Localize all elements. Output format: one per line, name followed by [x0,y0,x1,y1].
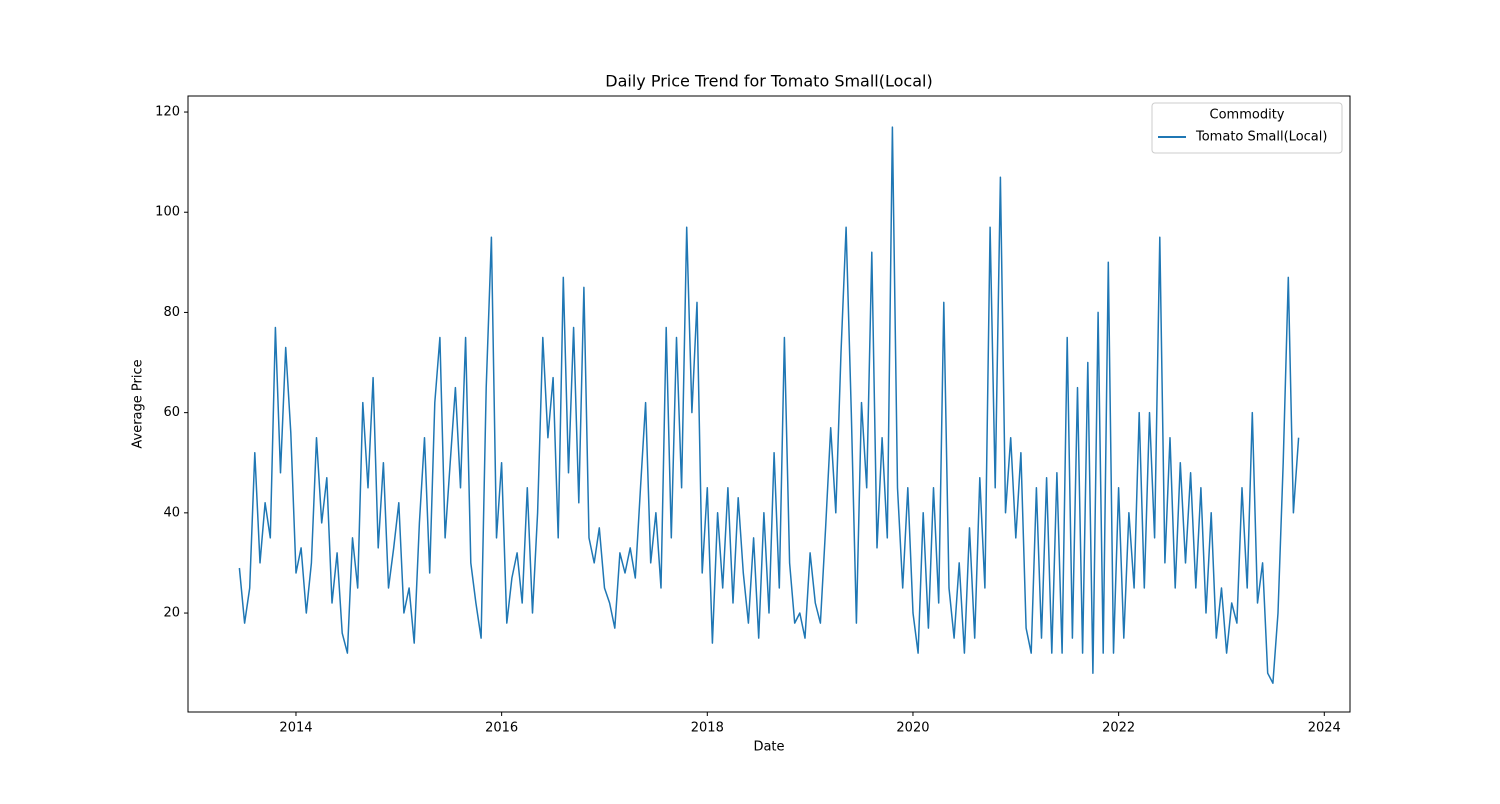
y-tick-label: 100 [155,205,180,220]
x-tick-label: 2024 [1308,721,1341,736]
x-tick-label: 2016 [485,721,518,736]
y-tick-label: 80 [163,305,180,320]
y-tick-label: 20 [163,606,180,621]
y-tick-label: 60 [163,405,180,420]
y-tick-label: 40 [163,505,180,520]
price-line [238,126,1300,684]
x-tick-label: 2022 [1102,721,1135,736]
chart-title: Daily Price Trend for Tomato Small(Local… [605,72,932,91]
plot-area [187,95,1351,713]
legend-label: Tomato Small(Local) [1195,130,1327,145]
x-tick-label: 2014 [279,721,312,736]
legend-box [1151,102,1343,154]
y-tick-label: 120 [155,105,180,120]
x-tick-label: 2020 [896,721,929,736]
y-axis-label: Average Price [131,359,146,448]
legend-title: Commodity [1210,108,1285,123]
x-tick-label: 2018 [691,721,724,736]
x-axis-label: Date [753,740,784,755]
